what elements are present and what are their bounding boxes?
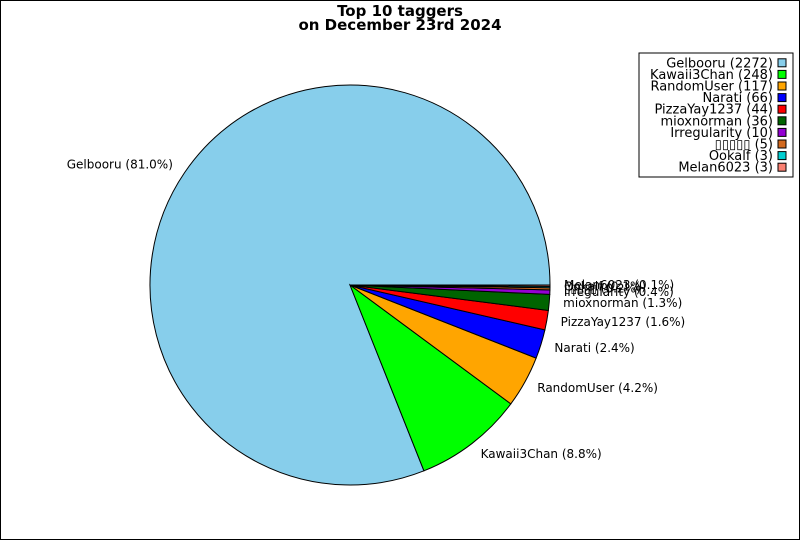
chart-title: Top 10 taggers [337, 2, 463, 20]
slice-label: Melan6023 (0.1%) [564, 278, 674, 292]
legend-entry: Narati (66) [702, 91, 773, 106]
slice-label: mioxnorman (1.3%) [563, 296, 682, 310]
legend-swatch [777, 81, 787, 91]
legend-swatch [777, 151, 787, 161]
legend-swatch [777, 127, 787, 137]
legend-swatch [777, 69, 787, 79]
legend-entry: Irregularity (10) [670, 126, 773, 141]
pie-slice [348, 283, 512, 472]
slice-label: Narati (2.4%) [554, 341, 634, 355]
chart-subtitle: on December 23rd 2024 [298, 16, 501, 34]
legend-swatch [777, 58, 787, 68]
legend-swatch [777, 104, 787, 114]
slice-label: RandomUser (4.2%) [537, 381, 658, 395]
legend-entry: Kawaii3Chan (248) [650, 68, 773, 83]
legend-entry: ▯▯▯▯▯ (5) [715, 138, 773, 153]
pie-slice [349, 284, 551, 287]
slice-label: Kawaii3Chan (8.8%) [481, 447, 602, 461]
legend-entry: RandomUser (117) [650, 80, 773, 95]
slice-label: Irregularity (0.4%) [564, 285, 674, 299]
legend-entry: Ookalf (3) [709, 149, 773, 164]
pie-slices [149, 84, 551, 486]
slice-label: Ookalf (0.1%) [564, 280, 646, 294]
legend-swatch [777, 139, 787, 149]
legend-swatch [777, 162, 787, 172]
legend-box [638, 52, 794, 178]
legend-entry: mioxnorman (36) [660, 114, 773, 129]
legend-entry: Melan6023 (3) [678, 161, 773, 176]
legend-swatch [777, 93, 787, 103]
slice-label: PizzaYay1237 (1.6%) [561, 315, 686, 329]
slice-labels: Gelbooru (81.0%) Kawaii3Chan (8.8%) Random… [67, 157, 686, 461]
slice-label: Gelbooru (81.0%) [67, 157, 173, 171]
legend-entry: PizzaYay1237 (44) [655, 103, 774, 118]
legend-swatch [777, 116, 787, 126]
legend: Gelbooru (2272)Kawaii3Chan (248)RandomUs… [638, 52, 794, 178]
slice-label: ▯▯▯▯▯ (0.2%) [564, 282, 641, 296]
legend-entry: Gelbooru (2272) [666, 56, 773, 71]
